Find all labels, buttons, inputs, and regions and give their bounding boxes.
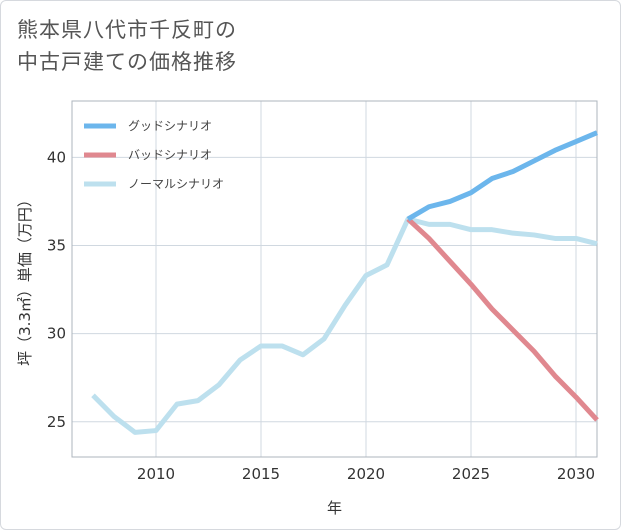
series-line-good: [406, 130, 598, 222]
x-axis-title: 年: [327, 499, 342, 517]
series-line-bad: [406, 217, 599, 422]
chart-title-line-2: 中古戸建ての価格推移: [17, 50, 237, 74]
legend-label-normal: ノーマルシナリオ: [128, 177, 224, 191]
legend-item-good[interactable]: グッドシナリオ: [84, 119, 212, 133]
x-tick-label-2015: 2015: [242, 465, 280, 483]
chart-title: 熊本県八代市千反町の 中古戸建ての価格推移: [17, 14, 437, 78]
y-tick-label-35: 35: [47, 237, 66, 255]
legend-item-normal[interactable]: ノーマルシナリオ: [84, 177, 224, 191]
plot-area-border: [71, 100, 598, 458]
x-tick-label-2010: 2010: [137, 465, 175, 483]
legend-label-bad: バッドシナリオ: [128, 148, 212, 162]
y-axis-title: 坪（3.3㎡）単価（万円）: [16, 192, 34, 366]
legend-label-good: グッドシナリオ: [128, 119, 212, 133]
y-tick-label-40: 40: [47, 148, 66, 166]
x-tick-label-2030: 2030: [557, 465, 595, 483]
tick-labels: 2010 2015 2020 2025 2030 25 30 35 40: [47, 148, 595, 483]
y-tick-label-30: 30: [47, 325, 66, 343]
series-lines: [91, 130, 599, 435]
series-line-normal: [91, 216, 598, 435]
x-tick-label-2025: 2025: [452, 465, 490, 483]
x-tick-label-2020: 2020: [347, 465, 385, 483]
legend-item-bad[interactable]: バッドシナリオ: [84, 148, 212, 162]
y-tick-label-25: 25: [47, 413, 66, 431]
chart-title-line-1: 熊本県八代市千反町の: [17, 18, 237, 42]
